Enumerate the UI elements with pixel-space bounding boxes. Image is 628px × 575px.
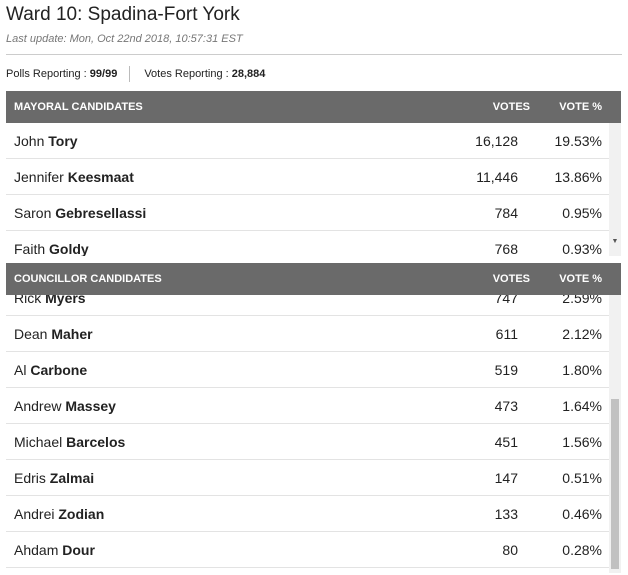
candidate-vote-percent: 1.80%: [562, 361, 602, 378]
candidate-first-name: John: [14, 132, 45, 149]
candidate-name: Saron Gebresellassi: [6, 205, 464, 221]
candidate-row: Faith Goldy 768 0.93%: [6, 231, 609, 256]
candidate-votes: 16,128: [475, 132, 518, 149]
candidate-first-name: Edris: [14, 469, 46, 486]
councillor-scrollbar[interactable]: [609, 295, 621, 573]
candidate-vote-percent: 0.95%: [562, 204, 602, 221]
mayoral-section: MAYORAL CANDIDATES VOTES VOTE % John Tor…: [6, 91, 621, 256]
candidate-votes: 473: [494, 397, 518, 414]
candidate-last-name: Maher: [51, 325, 93, 342]
candidate-name: Jennifer Keesmaat: [6, 169, 464, 185]
candidate-last-name: Zalmai: [49, 469, 95, 486]
candidate-votes: 611: [495, 325, 518, 342]
candidate-votes: 147: [494, 469, 518, 486]
candidate-first-name: Saron: [14, 204, 52, 221]
votes-reporting-value: 28,884: [231, 68, 266, 80]
divider: [6, 54, 622, 55]
candidate-votes: 80: [502, 541, 518, 558]
candidate-name: Andrei Zodian: [6, 506, 464, 522]
candidate-votes: 11,446: [476, 168, 518, 185]
candidate-vote-percent: 1.64%: [562, 397, 602, 414]
candidate-first-name: Andrei: [14, 505, 55, 522]
candidate-first-name: Al: [14, 361, 27, 378]
councillor-votes-heading: VOTES: [492, 273, 530, 285]
candidate-row: Edris Zalmai 147 0.51%: [6, 460, 609, 496]
candidate-votes: 768: [494, 240, 518, 257]
stats-separator: [129, 66, 131, 82]
candidate-last-name: Keesmaat: [67, 168, 134, 185]
candidate-name: Dean Maher: [6, 326, 464, 342]
candidate-last-name: Goldy: [49, 240, 89, 257]
candidate-first-name: Dean: [14, 325, 48, 342]
candidate-row: Andrew Massey 473 1.64%: [6, 388, 609, 424]
candidate-row: Jennifer Keesmaat 11,446 13.86%: [6, 159, 609, 195]
votes-reporting-label: Votes Reporting :: [144, 68, 229, 80]
mayoral-heading: MAYORAL CANDIDATES: [14, 101, 143, 113]
polls-reporting-value: 99/99: [89, 68, 118, 80]
councillor-table-header: COUNCILLOR CANDIDATES VOTES VOTE %: [6, 263, 621, 295]
candidate-vote-percent: 13.86%: [554, 168, 602, 185]
candidate-vote-percent: 0.93%: [562, 240, 602, 257]
candidate-last-name: Tory: [48, 132, 78, 149]
candidate-first-name: Ahdam: [14, 541, 59, 558]
candidate-votes: 519: [494, 361, 518, 378]
candidate-row: Ahdam Dour 80 0.28%: [6, 532, 609, 568]
mayoral-votes-heading: VOTES: [492, 101, 530, 113]
candidate-last-name: Gebresellassi: [55, 204, 147, 221]
councillor-pct-heading: VOTE %: [559, 273, 602, 285]
candidate-votes: 451: [494, 433, 518, 450]
scroll-down-arrow-icon[interactable]: ▼: [611, 238, 619, 245]
mayoral-pct-heading: VOTE %: [559, 101, 602, 113]
candidate-name: Al Carbone: [6, 362, 464, 378]
candidate-name: John Tory: [6, 133, 464, 149]
candidate-vote-percent: 0.46%: [562, 505, 602, 522]
candidate-vote-percent: 2.12%: [562, 325, 602, 342]
candidate-votes: 784: [494, 204, 518, 221]
candidate-vote-percent: 19.53%: [554, 132, 602, 149]
councillor-scroll-area[interactable]: Rick Myers 747 2.59% Dean Maher 611 2.12% Al C…: [6, 263, 621, 573]
mayoral-scrollbar[interactable]: ▼: [609, 123, 621, 256]
candidate-votes: 133: [494, 505, 518, 522]
mayoral-scroll-area[interactable]: John Tory 16,128 19.53% Jennifer Keesmaat 11…: [6, 123, 621, 256]
candidate-row: Dean Maher 611 2.12%: [6, 316, 609, 352]
candidate-vote-percent: 1.56%: [562, 433, 602, 450]
candidate-row: John Tory 16,128 19.53%: [6, 123, 609, 159]
candidate-name: Ahdam Dour: [6, 542, 464, 558]
candidate-name: Andrew Massey: [6, 398, 464, 414]
candidate-name: Michael Barcelos: [6, 434, 464, 450]
candidate-first-name: Michael: [14, 433, 63, 450]
page-title: Ward 10: Spadina-Fort York: [6, 4, 240, 25]
candidate-last-name: Carbone: [30, 361, 88, 378]
polls-reporting-label: Polls Reporting :: [6, 68, 87, 80]
candidate-row: Michael Barcelos 451 1.56%: [6, 424, 609, 460]
councillor-heading: COUNCILLOR CANDIDATES: [14, 273, 162, 285]
councillor-section: COUNCILLOR CANDIDATES VOTES VOTE % Rick …: [6, 263, 621, 573]
candidate-last-name: Barcelos: [66, 433, 126, 450]
candidate-last-name: Dour: [62, 541, 95, 558]
candidate-last-name: Zodian: [58, 505, 105, 522]
reporting-stats: Polls Reporting : 99/99 Votes Reporting …: [6, 66, 265, 82]
last-update-text: Last update: Mon, Oct 22nd 2018, 10:57:3…: [6, 33, 243, 45]
councillor-rows: Rick Myers 747 2.59% Dean Maher 611 2.12% Al C…: [6, 280, 609, 568]
candidate-first-name: Andrew: [14, 397, 62, 414]
candidate-row: Saron Gebresellassi 784 0.95%: [6, 195, 609, 231]
candidate-vote-percent: 0.51%: [562, 469, 602, 486]
candidate-first-name: Faith: [14, 240, 46, 257]
candidate-first-name: Jennifer: [14, 168, 64, 185]
candidate-name: Faith Goldy: [6, 241, 464, 257]
candidate-row: Andrei Zodian 133 0.46%: [6, 496, 609, 532]
candidate-name: Edris Zalmai: [6, 470, 464, 486]
councillor-scrollbar-thumb[interactable]: [611, 399, 619, 569]
candidate-vote-percent: 0.28%: [562, 541, 602, 558]
mayoral-table-header: MAYORAL CANDIDATES VOTES VOTE %: [6, 91, 621, 123]
candidate-last-name: Massey: [65, 397, 116, 414]
candidate-row: Al Carbone 519 1.80%: [6, 352, 609, 388]
mayoral-rows: John Tory 16,128 19.53% Jennifer Keesmaat 11…: [6, 123, 609, 256]
